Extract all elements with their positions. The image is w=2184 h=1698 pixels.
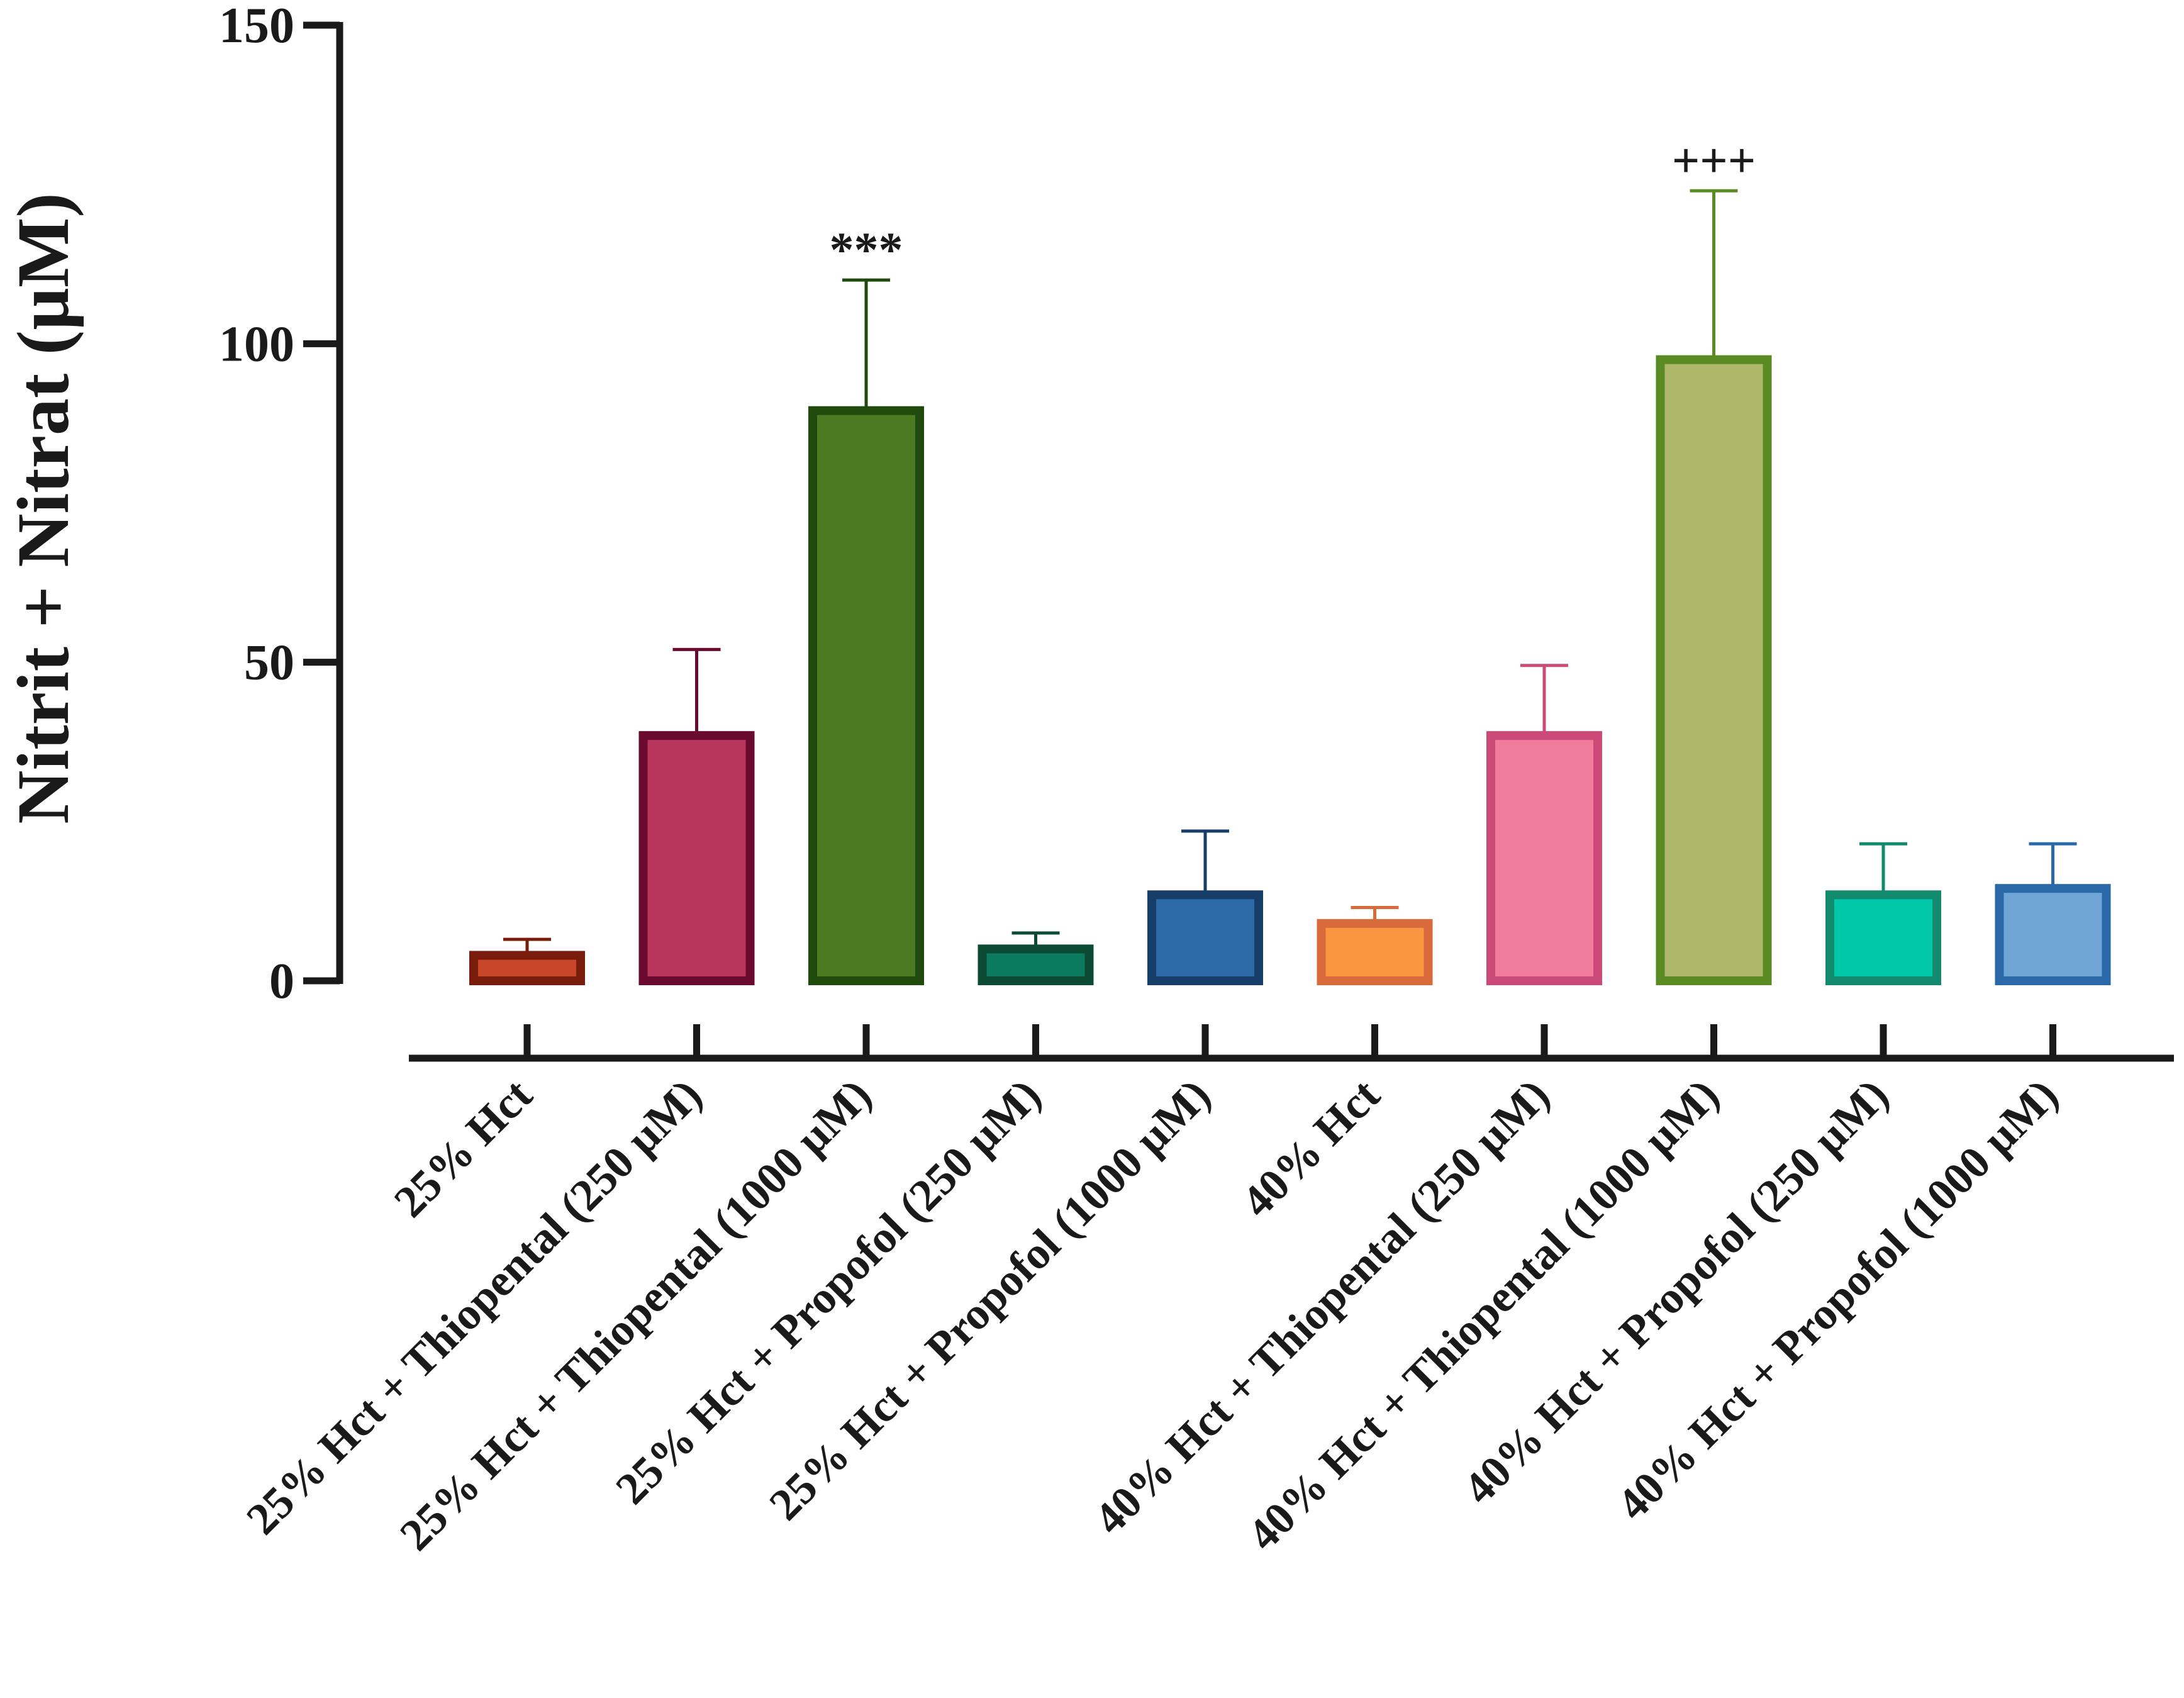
significance-annotation: +++ — [1672, 133, 1756, 187]
bar — [469, 951, 585, 985]
significance-annotation: *** — [830, 222, 903, 277]
bars — [469, 355, 2111, 986]
bar — [978, 944, 1094, 986]
y-tick-label: 150 — [219, 0, 294, 53]
bar — [1825, 890, 1941, 986]
error-bars — [503, 189, 2077, 956]
bar — [1995, 884, 2111, 985]
bar — [638, 731, 755, 985]
annotations: *** +++ — [830, 133, 1756, 277]
bar — [1317, 919, 1433, 985]
x-tick-label: 25% Hct — [384, 1070, 542, 1227]
bar — [1656, 355, 1772, 985]
bar — [808, 406, 924, 985]
y-axis-label: Nitrit + Nitrat (µM) — [2, 193, 84, 824]
x-axis — [409, 1024, 2174, 1062]
bar — [1486, 731, 1602, 985]
y-tick-label: 100 — [219, 316, 294, 372]
y-axis: 0 50 100 150 — [219, 0, 343, 1009]
bar — [1147, 890, 1263, 986]
y-tick-label: 50 — [244, 635, 294, 691]
x-tick-label: 40% Hct — [1232, 1070, 1390, 1227]
y-tick-label: 0 — [269, 954, 294, 1009]
